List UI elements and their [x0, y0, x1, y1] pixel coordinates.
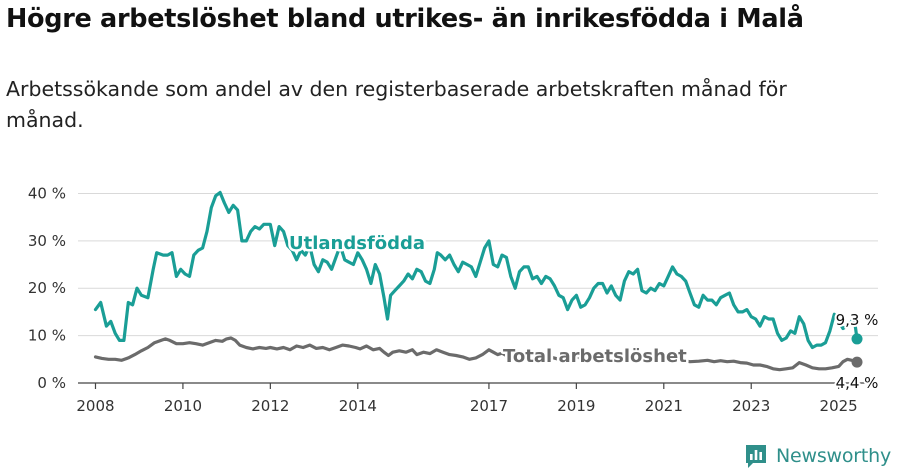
gridlines [78, 192, 878, 337]
series-labels: Utlandsfödda Total arbetslöshet 9,3 % 4,4 % [287, 231, 881, 395]
x-tick-label: 2008 [76, 397, 114, 415]
y-tick-label: 20 % [28, 279, 66, 297]
y-tick-label: 30 % [28, 232, 66, 250]
series-line-utlandsfodda [93, 190, 859, 350]
y-tick-label: 40 % [28, 184, 66, 202]
brand-name: Newsworthy [776, 445, 892, 467]
x-tick-label: 2025 [820, 397, 858, 415]
y-tick-label: 10 % [28, 327, 66, 345]
x-tick-label: 2023 [732, 397, 770, 415]
x-tick-label: 2019 [557, 397, 595, 415]
end-dot-utlandsfodda [851, 333, 863, 345]
end-label-utlandsfodda: 9,3 % [836, 311, 879, 329]
axes: 0 % 10 % 20 % 30 % 40 % 2008 2010 2012 2014 2017 2… [28, 184, 878, 415]
series-lines [93, 190, 863, 372]
chart-title: Högre arbetslöshet bland utrikes- än inr… [6, 4, 804, 34]
brand-logo[interactable]: Newsworthy [744, 441, 891, 471]
x-tick-label: 2010 [164, 397, 202, 415]
x-tick-label: 2021 [645, 397, 683, 415]
chart-subtitle: Arbetssökande som andel av den registerb… [6, 77, 787, 132]
end-dot-total [851, 356, 863, 368]
x-tick-label: 2014 [339, 397, 377, 415]
series-label-total: Total arbetslöshet [503, 346, 687, 367]
x-tick-label: 2012 [251, 397, 289, 415]
x-tick-label: 2017 [470, 397, 508, 415]
newsworthy-logo-icon [746, 445, 766, 468]
series-label-utlandsfodda: Utlandsfödda [289, 233, 425, 254]
series-line-total [93, 336, 859, 372]
y-tick-label: 0 % [37, 374, 66, 392]
end-label-total: 4,4 % [836, 374, 879, 392]
